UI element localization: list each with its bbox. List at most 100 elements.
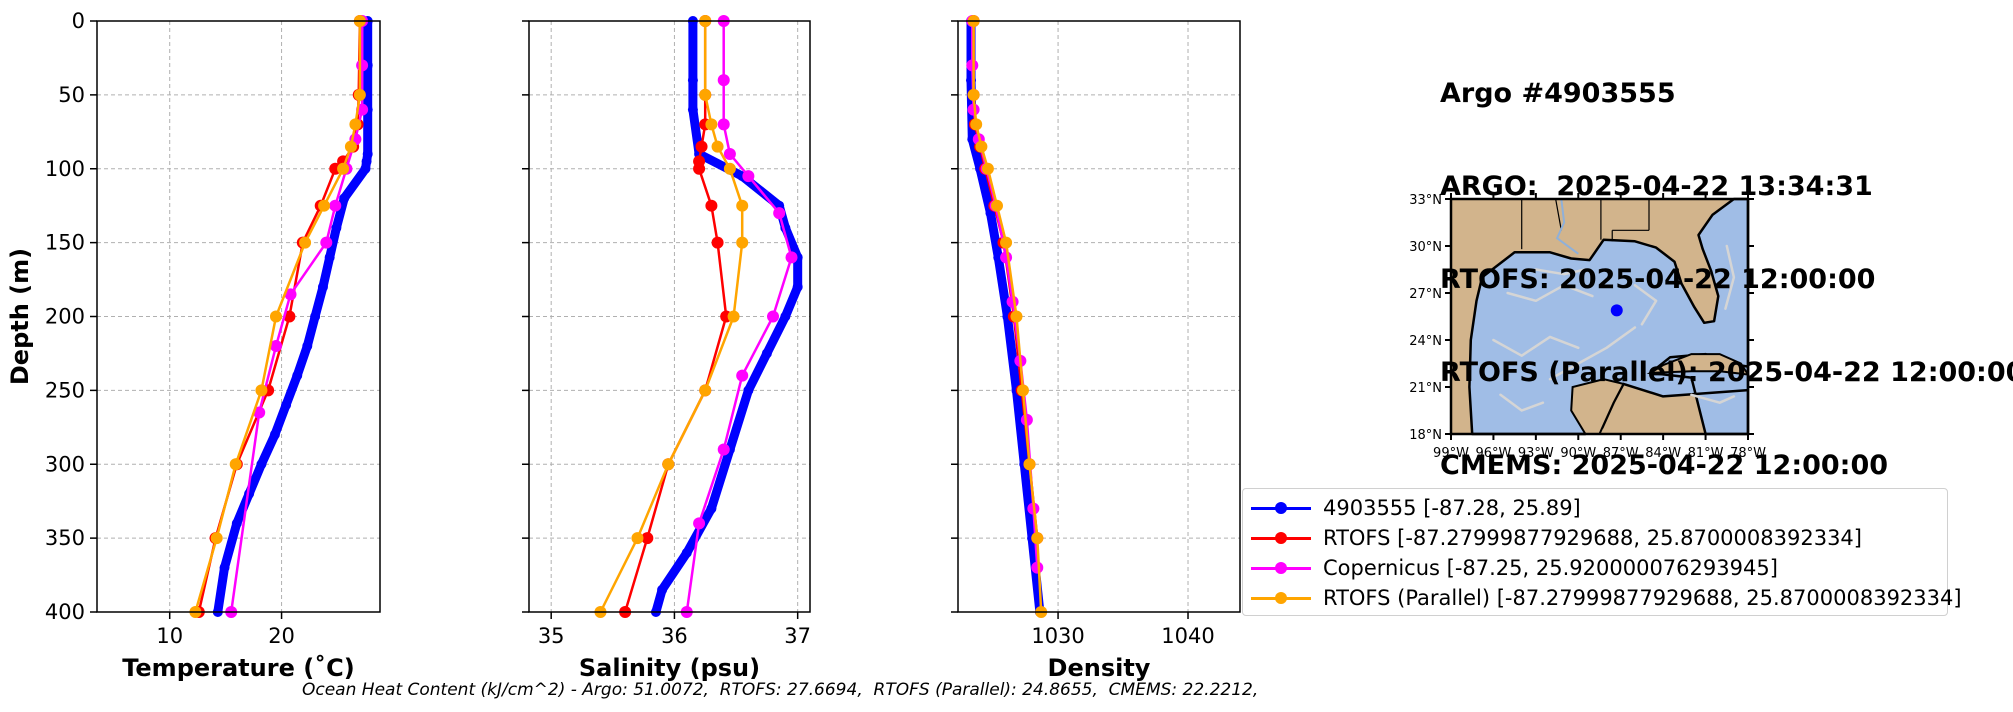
data-point — [695, 140, 708, 153]
y-tick-label: 350 — [45, 526, 85, 550]
data-point — [344, 140, 357, 153]
map-cuba — [1646, 353, 1750, 376]
map-flow-streak — [1690, 393, 1736, 404]
data-point — [967, 88, 980, 101]
series-line-copernicus — [685, 19, 793, 614]
data-point — [736, 199, 749, 212]
data-point — [736, 369, 749, 382]
ohc-footer-text: Ocean Heat Content (kJ/cm^2) - Argo: 51.… — [302, 680, 1259, 700]
title-rtofs-time: RTOFS: 2025-04-22 12:00:00 — [1440, 264, 1876, 295]
data-point — [1000, 236, 1013, 249]
map-lon-label: 93°W — [1518, 446, 1554, 461]
legend-swatch — [1251, 497, 1311, 519]
figure-title: Argo #4903555 ARGO: 2025-04-22 13:34:31 … — [1440, 16, 2013, 512]
data-point — [699, 88, 712, 101]
data-point — [681, 547, 692, 558]
data-point — [1020, 413, 1033, 426]
data-point — [269, 340, 282, 353]
data-point — [356, 59, 369, 72]
map-flow-streak — [1492, 335, 1580, 357]
map-lat-label: 30°N — [1409, 240, 1442, 255]
map-lon-label: 87°W — [1603, 446, 1639, 461]
y-tick-label: 400 — [45, 600, 85, 624]
map-lon-label: 84°W — [1645, 446, 1681, 461]
data-point — [966, 59, 979, 72]
data-point — [337, 162, 350, 175]
data-point — [717, 118, 730, 131]
x-tick-label: 1040 — [1161, 624, 1214, 648]
data-point — [1023, 458, 1036, 471]
data-point — [717, 443, 730, 456]
data-point — [742, 170, 755, 183]
map-lon-label: 78°W — [1730, 446, 1766, 461]
data-point — [687, 104, 698, 115]
data-point — [255, 384, 268, 397]
data-point — [284, 288, 297, 301]
data-point — [299, 236, 312, 249]
data-point — [253, 406, 266, 419]
x-tick-label: 1030 — [1031, 624, 1084, 648]
data-point — [981, 162, 994, 175]
data-point — [302, 341, 313, 352]
data-point — [657, 584, 668, 595]
y-tick-label: 150 — [45, 231, 85, 255]
data-point — [727, 310, 740, 323]
legend-label: Copernicus [-87.25, 25.920000076293945] — [1323, 556, 1778, 580]
x-axis-label: Salinity (psu) — [579, 654, 760, 682]
map-yucatan — [1570, 378, 1625, 435]
data-point — [717, 74, 730, 87]
y-tick-label: 50 — [58, 83, 85, 107]
map-river — [1555, 198, 1579, 255]
data-point — [329, 199, 342, 212]
map-border — [1555, 198, 1562, 231]
x-tick-label: 35 — [538, 624, 565, 648]
x-tick-label: 37 — [784, 624, 811, 648]
data-point — [736, 236, 749, 249]
x-tick-label: 10 — [156, 624, 183, 648]
map-flow-streak — [1506, 283, 1594, 303]
x-tick-label: 36 — [661, 624, 688, 648]
map-flow-streak — [1534, 268, 1587, 276]
map-lon-label: 99°W — [1433, 446, 1469, 461]
data-point — [631, 532, 644, 545]
data-point — [1016, 384, 1029, 397]
x-axis-label: Temperature (˚C) — [122, 654, 355, 682]
y-tick-label: 0 — [72, 9, 85, 33]
data-point — [767, 310, 780, 323]
data-point — [231, 518, 242, 529]
data-point — [970, 118, 983, 131]
map-flow-streak — [1633, 283, 1658, 326]
legend-item-rtofs: RTOFS [-87.27999877929688, 25.8700008392… — [1251, 523, 1939, 553]
data-point — [320, 236, 333, 249]
data-point — [256, 459, 267, 470]
data-point — [318, 199, 331, 212]
data-point — [693, 162, 706, 175]
y-tick-label: 300 — [45, 452, 85, 476]
x-axis-label: Density — [1048, 654, 1151, 682]
data-point — [229, 458, 242, 471]
title-cmems-time: CMEMS: 2025-04-22 12:00:00 — [1440, 450, 1889, 481]
data-point — [281, 400, 292, 411]
map-flow-streak — [1499, 393, 1545, 412]
data-point — [219, 562, 230, 573]
x-tick-label: 20 — [268, 624, 295, 648]
data-point — [1031, 561, 1044, 574]
data-point — [699, 384, 712, 397]
data-point — [339, 193, 350, 204]
title-float-id: Argo #4903555 — [1440, 78, 1676, 109]
data-point — [723, 147, 736, 160]
y-tick-label: 250 — [45, 378, 85, 402]
y-tick-label: 100 — [45, 157, 85, 181]
data-point — [269, 310, 282, 323]
legend-label: RTOFS [-87.27999877929688, 25.8700008392… — [1323, 526, 1862, 550]
legend-swatch — [1251, 527, 1311, 549]
title-rtofs-parallel-time: RTOFS (Parallel): 2025-04-22 12:00:00 — [1440, 357, 2013, 388]
map-lat-label: 21°N — [1409, 381, 1442, 396]
data-point — [687, 75, 698, 86]
data-point — [785, 251, 798, 264]
legend-item-rtofs-parallel: RTOFS (Parallel) [-87.27999877929688, 25… — [1251, 583, 1962, 613]
map-flow-streak — [1724, 244, 1736, 310]
data-point — [711, 140, 724, 153]
data-point — [353, 88, 366, 101]
